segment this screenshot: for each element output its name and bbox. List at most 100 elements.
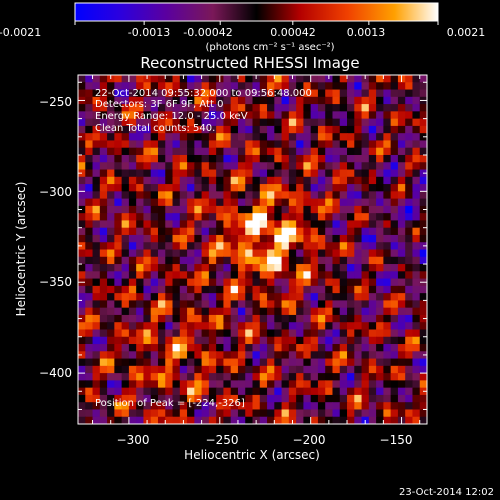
heatmap-cell — [92, 198, 101, 207]
heatmap-cell — [85, 314, 94, 323]
heatmap-cell — [245, 169, 254, 178]
heatmap-cell — [92, 278, 101, 287]
heatmap-cell — [194, 205, 203, 214]
heatmap-cell — [216, 344, 225, 352]
heatmap-cell — [267, 394, 275, 403]
heatmap-cell — [121, 198, 130, 207]
heatmap-cell — [237, 329, 246, 338]
heatmap-cell — [194, 285, 203, 294]
heatmap-cell — [237, 394, 246, 403]
heatmap-cell — [361, 300, 370, 309]
heatmap-cell — [296, 307, 304, 316]
heatmap-cell — [121, 314, 130, 323]
heatmap-cell — [85, 285, 94, 294]
heatmap-cell — [157, 358, 166, 367]
heatmap-cell — [128, 169, 137, 178]
heatmap-cell — [317, 96, 326, 105]
heatmap-cell — [107, 380, 115, 389]
heatmap-cell — [354, 256, 363, 265]
heatmap-cell — [332, 242, 341, 251]
heatmap-cell — [136, 133, 145, 142]
heatmap-cell — [216, 365, 225, 374]
heatmap-cell — [85, 125, 94, 134]
heatmap-cell — [376, 402, 384, 411]
heatmap-cell — [317, 104, 326, 112]
heatmap-cell — [288, 256, 297, 265]
heatmap-cell — [216, 358, 225, 367]
heatmap-cell — [267, 249, 275, 258]
heatmap-cell — [216, 307, 225, 316]
heatmap-cell — [136, 96, 145, 105]
heatmap-cell — [223, 394, 232, 403]
heatmap-cell — [383, 133, 392, 142]
heatmap-cell — [354, 140, 363, 149]
heatmap-cell — [143, 213, 152, 222]
heatmap-cell — [288, 365, 297, 374]
heatmap-cell — [208, 125, 217, 134]
heatmap-cell — [419, 293, 427, 301]
heatmap-cell — [194, 322, 203, 331]
heatmap-cell — [92, 227, 101, 236]
heatmap-cell — [419, 329, 427, 338]
heatmap-cell — [317, 125, 326, 134]
heatmap-cell — [99, 169, 108, 178]
heatmap-cell — [310, 373, 319, 381]
heatmap-cell — [121, 220, 130, 229]
heatmap-cell — [412, 329, 421, 338]
heatmap-cell — [281, 133, 290, 142]
heatmap-cell — [172, 242, 181, 251]
heatmap-cell — [419, 191, 427, 200]
heatmap-cell — [223, 271, 232, 280]
heatmap-cell — [121, 205, 130, 214]
heatmap-cell — [259, 264, 268, 272]
heatmap-cell — [347, 249, 355, 258]
heatmap-cell — [179, 387, 188, 396]
heatmap-cell — [99, 249, 108, 258]
heatmap-cell — [230, 416, 239, 424]
heatmap-cell — [347, 191, 355, 200]
heatmap-cell — [296, 271, 304, 280]
heatmap-cell — [172, 329, 181, 338]
heatmap-cell — [325, 118, 334, 127]
heatmap-cell — [361, 234, 370, 243]
heatmap-cell — [259, 293, 268, 301]
heatmap-cell — [339, 336, 348, 345]
heatmap-cell — [136, 184, 145, 192]
heatmap-cell — [405, 409, 414, 418]
heatmap-cell — [85, 198, 94, 207]
heatmap-cell — [187, 147, 195, 156]
heatmap-cell — [274, 387, 283, 396]
heatmap-cell — [296, 154, 304, 163]
heatmap-cell — [172, 285, 181, 294]
heatmap-cell — [405, 285, 414, 294]
heatmap-cell — [78, 307, 86, 316]
y-tick-label: −300 — [39, 185, 72, 199]
heatmap-cell — [78, 249, 86, 258]
heatmap-cell — [237, 373, 246, 381]
heatmap-cell — [107, 82, 115, 91]
heatmap-cell — [405, 300, 414, 309]
heatmap-cell — [92, 351, 101, 360]
heatmap-cell — [237, 162, 246, 171]
heatmap-cell — [143, 133, 152, 142]
heatmap-cell — [78, 293, 86, 301]
heatmap-cell — [288, 162, 297, 171]
heatmap-cell — [303, 75, 312, 83]
heatmap-cell — [317, 176, 326, 185]
heatmap-cell — [361, 169, 370, 178]
heatmap-cell — [274, 176, 283, 185]
heatmap-cell — [143, 198, 152, 207]
heatmap-cell — [383, 191, 392, 200]
heatmap-cell — [397, 147, 406, 156]
heatmap-cell — [237, 351, 246, 360]
heatmap-cell — [303, 351, 312, 360]
heatmap-cell — [187, 75, 195, 83]
heatmap-cell — [274, 264, 283, 272]
heatmap-cell — [419, 365, 427, 374]
heatmap-cell — [412, 140, 421, 149]
heatmap-cell — [121, 293, 130, 301]
heatmap-cell — [187, 271, 195, 280]
heatmap-cell — [128, 75, 137, 83]
heatmap-cell — [194, 104, 203, 112]
heatmap-cell — [208, 380, 217, 389]
